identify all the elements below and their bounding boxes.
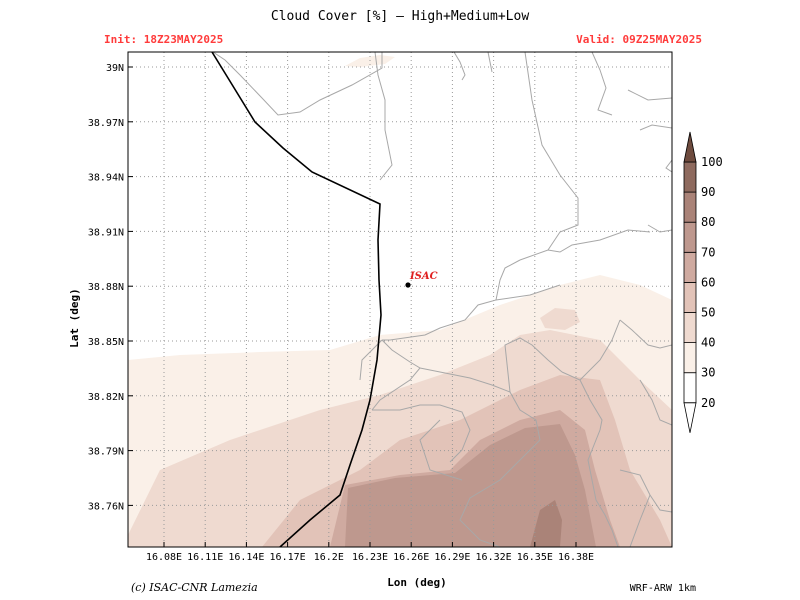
colorbar-segment bbox=[683, 251, 697, 283]
lon-tick-label: 16.14E bbox=[228, 552, 264, 563]
lon-tick-label: 16.35E bbox=[517, 552, 553, 563]
lat-tick-label: 38.88N bbox=[88, 282, 124, 293]
colorbar-segment bbox=[683, 221, 697, 253]
regional-boundary bbox=[211, 52, 382, 547]
plot-frame bbox=[127, 51, 673, 548]
colorbar-label: 30 bbox=[701, 366, 715, 380]
credit-text: (c) ISAC-CNR Lamezia bbox=[131, 581, 258, 594]
x-axis-label: Lon (deg) bbox=[387, 576, 447, 589]
lon-tick-label: 16.17E bbox=[270, 552, 306, 563]
colorbar-label: 50 bbox=[701, 306, 715, 320]
colorbar-segment bbox=[683, 312, 697, 344]
lat-ticks: 39N 38.97N 38.94N 38.91N 38.88N 38.85N 38.82N 3… bbox=[88, 63, 133, 512]
grid-lines bbox=[128, 52, 672, 547]
colorbar-upper-arrow bbox=[683, 131, 697, 163]
lon-tick-label: 16.2E bbox=[314, 552, 344, 563]
colorbar-segment bbox=[683, 372, 697, 404]
cloud-shade-80 bbox=[530, 500, 562, 547]
colorbar-label: 80 bbox=[701, 215, 715, 229]
map-title: Cloud Cover [%] — High+Medium+Low bbox=[271, 9, 529, 24]
lat-tick-label: 38.76N bbox=[88, 501, 124, 512]
colorbar-lower-arrow bbox=[683, 402, 697, 433]
isac-location-marker bbox=[405, 282, 411, 288]
lat-tick-label: 38.82N bbox=[88, 392, 124, 403]
colorbar-segment bbox=[683, 161, 697, 193]
init-label: Init: 18Z23MAY2025 bbox=[104, 33, 223, 46]
colorbar-label: 60 bbox=[701, 275, 715, 289]
isac-marker-label: ISAC bbox=[409, 271, 438, 282]
y-axis-label: Lat (deg) bbox=[68, 288, 81, 348]
lat-tick-label: 38.91N bbox=[88, 227, 124, 238]
lat-tick-label: 38.97N bbox=[88, 118, 124, 129]
colorbar-segment bbox=[683, 281, 697, 313]
lon-tick-label: 16.08E bbox=[146, 552, 182, 563]
colorbar-label: 40 bbox=[701, 336, 715, 350]
lon-ticks: 16.08E 16.11E 16.14E 16.17E 16.2E 16.23E 16.26… bbox=[146, 542, 594, 563]
colorbar-label: 70 bbox=[701, 245, 715, 259]
lat-tick-label: 39N bbox=[106, 63, 124, 74]
lat-tick-label: 38.79N bbox=[88, 447, 124, 458]
lon-tick-label: 16.29E bbox=[434, 552, 470, 563]
lat-tick-label: 38.85N bbox=[88, 337, 124, 348]
colorbar-segment bbox=[683, 191, 697, 223]
cloud-shade-40-blob bbox=[540, 308, 580, 330]
cloud-shade-70 bbox=[345, 424, 596, 547]
lat-tick-label: 38.94N bbox=[88, 173, 124, 184]
model-label: WRF-ARW 1km bbox=[630, 583, 696, 594]
lon-tick-label: 16.32E bbox=[476, 552, 512, 563]
lon-tick-label: 16.26E bbox=[393, 552, 429, 563]
lon-tick-label: 16.38E bbox=[558, 552, 594, 563]
lon-tick-label: 16.11E bbox=[187, 552, 223, 563]
colorbar-label: 90 bbox=[701, 185, 715, 199]
municipal-boundaries bbox=[212, 52, 672, 547]
valid-label: Valid: 09Z25MAY2025 bbox=[576, 33, 702, 46]
plot-area: ISAC bbox=[128, 52, 672, 547]
lon-tick-label: 16.23E bbox=[352, 552, 388, 563]
colorbar-segment bbox=[683, 342, 697, 374]
colorbar-label: 20 bbox=[701, 396, 715, 410]
colorbar-label: 100 bbox=[701, 155, 723, 169]
colorbar: 20 30 40 50 60 70 80 90 100 bbox=[683, 131, 723, 433]
